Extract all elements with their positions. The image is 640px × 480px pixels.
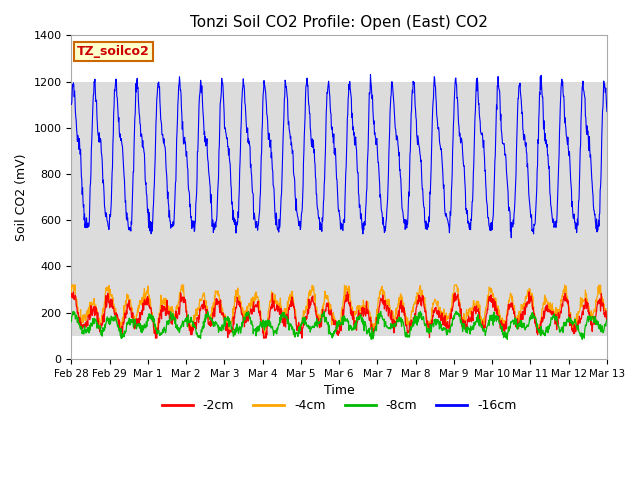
Line: -4cm: -4cm xyxy=(72,285,607,334)
-8cm xyxy=(548,315,556,321)
Bar xyxy=(72,82,607,336)
-16cm xyxy=(548,208,556,214)
-4cm xyxy=(382,297,390,303)
-2cm xyxy=(548,311,556,317)
-2cm xyxy=(409,323,417,328)
Title: Tonzi Soil CO2 Profile: Open (East) CO2: Tonzi Soil CO2 Profile: Open (East) CO2 xyxy=(190,15,488,30)
-8cm xyxy=(184,321,192,326)
-16cm xyxy=(246,165,254,170)
-16cm xyxy=(184,165,191,170)
-2cm xyxy=(68,294,76,300)
-2cm xyxy=(248,306,255,312)
-4cm xyxy=(409,304,417,310)
Legend: -2cm, -4cm, -8cm, -16cm: -2cm, -4cm, -8cm, -16cm xyxy=(157,395,522,418)
-4cm xyxy=(68,282,76,288)
-4cm xyxy=(150,331,158,336)
Y-axis label: Soil CO2 (mV): Soil CO2 (mV) xyxy=(15,154,28,241)
-8cm xyxy=(409,322,417,327)
Line: -8cm: -8cm xyxy=(72,312,607,339)
-4cm xyxy=(184,315,192,321)
-2cm xyxy=(184,323,192,329)
-8cm xyxy=(69,309,77,314)
-8cm xyxy=(382,324,390,329)
-2cm xyxy=(603,319,611,325)
-8cm xyxy=(68,319,76,324)
-16cm xyxy=(508,235,515,240)
-4cm xyxy=(548,303,556,309)
Line: -2cm: -2cm xyxy=(72,292,607,338)
-8cm xyxy=(367,336,375,342)
-2cm xyxy=(382,303,390,309)
-16cm xyxy=(466,227,474,232)
X-axis label: Time: Time xyxy=(324,384,355,397)
-2cm xyxy=(152,335,159,341)
-16cm xyxy=(603,108,611,114)
-16cm xyxy=(367,72,374,77)
-4cm xyxy=(68,290,76,296)
-16cm xyxy=(68,102,76,108)
-16cm xyxy=(408,87,416,93)
-2cm xyxy=(70,289,77,295)
Line: -16cm: -16cm xyxy=(72,74,607,238)
-4cm xyxy=(248,296,255,301)
-8cm xyxy=(603,317,611,323)
-8cm xyxy=(247,318,255,324)
-2cm xyxy=(467,316,474,322)
-4cm xyxy=(603,315,611,321)
-8cm xyxy=(467,331,474,337)
-16cm xyxy=(382,225,390,231)
-4cm xyxy=(467,306,474,312)
Text: TZ_soilco2: TZ_soilco2 xyxy=(77,45,150,58)
